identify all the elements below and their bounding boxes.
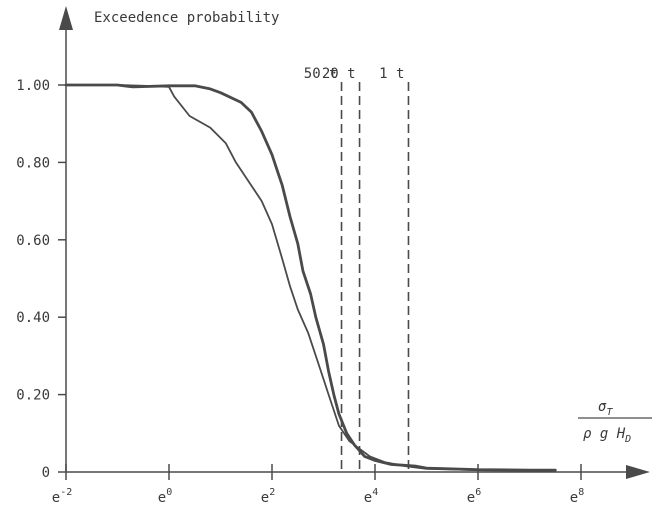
x-tick-label-base: e: [364, 490, 372, 506]
x-tick-label: e4: [364, 487, 378, 506]
x-tick-label: e-2: [52, 487, 72, 506]
y-tick-label: 0.40: [16, 310, 50, 326]
x-tick-label-base: e: [52, 490, 60, 506]
axes: [59, 6, 650, 479]
x-tick-label-base: e: [158, 490, 166, 506]
x-tick-label-exponent: 6: [475, 487, 481, 498]
x-axis-title-numerator-subscript: T: [606, 407, 613, 418]
x-axis-title-numerator: σT: [598, 399, 613, 418]
x-tick-label-base: e: [467, 490, 475, 506]
reference-lines: 50 t20 t 1 t: [304, 66, 410, 472]
x-tick-label: e0: [158, 487, 172, 506]
y-tick-label: 0: [42, 465, 50, 481]
x-axis-title-denominator-subscript: D: [624, 434, 631, 445]
x-tick-label: e2: [261, 487, 275, 506]
series-line-thin: [65, 84, 531, 472]
y-tick-label: 0.20: [16, 388, 50, 404]
x-ticks: e-2 e0 e2 e4 e6 e8: [52, 464, 584, 506]
y-tick-label: 1.00: [16, 78, 50, 94]
x-axis-title-numerator-symbol: σ: [598, 399, 607, 415]
x-tick-label: e6: [467, 487, 481, 506]
x-axis-title-denominator-text: ρ g H: [583, 426, 626, 442]
series-line-thick: [64, 83, 557, 472]
x-tick-label-base: e: [570, 490, 578, 506]
x-tick-label-exponent: 0: [166, 487, 172, 498]
y-axis-arrowhead: [59, 6, 73, 30]
x-tick-label: e8: [570, 487, 584, 506]
x-tick-label-exponent: -2: [60, 487, 72, 498]
x-tick-label-exponent: 8: [578, 487, 584, 498]
y-ticks: 0 0.20 0.40 0.60 0.80 1.00: [16, 78, 66, 481]
x-axis-title-denominator: ρ g HD: [583, 426, 631, 445]
x-axis-title: σT ρ g HD: [578, 399, 652, 445]
reference-line-label: 1 t: [379, 66, 404, 82]
y-tick-label: 0.60: [16, 233, 50, 249]
reference-line-label: 20 t: [322, 66, 356, 82]
series-layer: [64, 83, 557, 472]
y-axis-title: Exceedence probability: [94, 10, 279, 26]
x-tick-label-base: e: [261, 490, 269, 506]
x-tick-label-exponent: 4: [372, 487, 378, 498]
reference-line-label: 50 t: [304, 66, 338, 82]
y-tick-label: 0.80: [16, 155, 50, 171]
x-tick-label-exponent: 2: [269, 487, 275, 498]
x-axis-arrowhead: [626, 465, 650, 479]
